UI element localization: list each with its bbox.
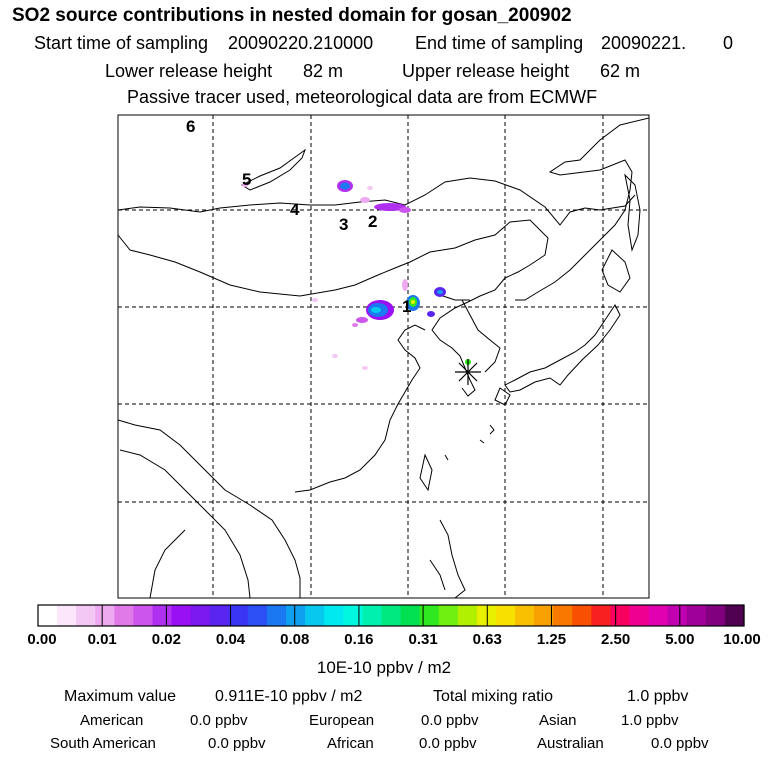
source-label-2: 2 [368, 212, 377, 231]
region-australian-name: Australian [537, 735, 604, 752]
chart-title: SO2 source contributions in nested domai… [12, 5, 572, 26]
start-time-value: 20090220.210000 [228, 33, 374, 53]
colorbar-tick-label: 2.50 [601, 631, 631, 648]
region-asian-name: Asian [539, 712, 577, 729]
region-asian-value: 1.0 ppbv [621, 712, 679, 729]
map-frame [117, 114, 650, 599]
colorbar-swatch [38, 605, 58, 626]
total-mixing-value: 1.0 ppbv [627, 688, 689, 705]
region-african-name: African [327, 735, 374, 752]
region-australian-value: 0.0 ppbv [651, 735, 709, 752]
colorbar-swatch [228, 605, 249, 626]
tracer-note: Passive tracer used, meteorological data… [127, 87, 598, 107]
colorbar-swatch [705, 605, 726, 626]
upper-release-label: Upper release height [402, 61, 570, 81]
source-labels: 1 2 3 4 5 6 [186, 117, 411, 316]
colorbar-swatch [724, 605, 745, 626]
colorbar-tick-label: 0.01 [87, 631, 117, 648]
colorbar-swatch [419, 605, 440, 626]
colorbar-tick-label: 0.16 [344, 631, 374, 648]
source-label-1: 1 [402, 297, 411, 316]
colorbar-tick-label: 1.25 [536, 631, 567, 648]
colorbar-tick-label: 0.63 [472, 631, 502, 648]
upper-release-value: 62 m [600, 61, 641, 81]
colorbar-swatch [171, 605, 192, 626]
colorbar-swatch [572, 605, 592, 626]
colorbar-swatch [266, 605, 287, 626]
colorbar-swatch [686, 605, 707, 626]
colorbar-swatch [305, 605, 325, 626]
end-time-label: End time of sampling [415, 33, 584, 53]
max-value: 0.911E-10 ppbv / m2 [215, 688, 363, 705]
colorbar-tick-label: 0.02 [151, 631, 181, 648]
colorbar-swatch [362, 605, 383, 626]
colorbar-swatch [515, 605, 535, 626]
end-time-value: 20090221. [601, 33, 687, 53]
colorbar-swatch [629, 605, 650, 626]
colorbar-tick-label: 10.00 [723, 631, 761, 648]
map-outlines [118, 117, 649, 598]
colorbar-swatch [324, 605, 344, 626]
colorbar-swatch [95, 605, 115, 626]
colorbar-swatch [495, 605, 516, 626]
lower-release-value: 82 m [303, 61, 344, 81]
colorbar-swatch [343, 605, 363, 626]
region-american-value: 0.0 ppbv [190, 712, 248, 729]
source-label-5: 5 [242, 170, 251, 189]
colorbar-swatch [457, 605, 478, 626]
colorbar-swatch [667, 605, 688, 626]
colorbar-swatch [381, 605, 402, 626]
colorbar-unit: 10E-10 ppbv / m2 [316, 658, 452, 677]
total-mixing-label: Total mixing ratio [433, 688, 554, 705]
source-label-3: 3 [339, 215, 348, 234]
colorbar-swatch [476, 605, 497, 626]
colorbar-frame [37, 604, 745, 627]
colorbar-swatch [114, 605, 135, 626]
colorbar-tick-label: 0.08 [280, 631, 310, 648]
colorbar-swatch [247, 605, 268, 626]
receptor-star-icon [455, 359, 481, 385]
colorbar-swatch [610, 605, 631, 626]
region-south-american-value: 0.0 ppbv [208, 735, 266, 752]
colorbar-swatch [648, 605, 669, 626]
lower-release-label: Lower release height [105, 61, 273, 81]
colorbar-tick-label: 0.04 [215, 631, 246, 648]
concentration-plumes [242, 180, 471, 370]
colorbar-swatch [534, 605, 554, 626]
colorbar-tick-label: 0.31 [408, 631, 438, 648]
source-label-4: 4 [290, 200, 300, 219]
colorbar-swatch [133, 605, 154, 626]
region-south-american-name: South American [50, 735, 156, 752]
colorbar-tick-label: 0.00 [27, 631, 57, 648]
colorbar-swatch [400, 605, 421, 626]
map-gridlines [118, 115, 649, 598]
max-value-label: Maximum value [64, 688, 177, 705]
region-american-name: American [80, 712, 144, 729]
colorbar [37, 605, 745, 626]
colorbar-swatch [209, 605, 230, 626]
map-area: 1 2 3 4 5 6 [118, 115, 649, 598]
colorbar-tick-label: 5.00 [665, 631, 695, 648]
colorbar-swatch [438, 605, 459, 626]
colorbar-swatch [152, 605, 173, 626]
colorbar-swatch [591, 605, 612, 626]
colorbar-swatch [76, 605, 96, 626]
colorbar-swatch [190, 605, 211, 626]
source-label-6: 6 [186, 117, 195, 136]
start-time-label: Start time of sampling [34, 33, 209, 53]
region-european-name: European [309, 712, 375, 729]
colorbar-swatch [553, 605, 573, 626]
colorbar-swatch [57, 605, 77, 626]
colorbar-swatch [286, 605, 306, 626]
region-european-value: 0.0 ppbv [421, 712, 479, 729]
region-african-value: 0.0 ppbv [419, 735, 477, 752]
end-time-value-hour: 0 [723, 33, 734, 53]
